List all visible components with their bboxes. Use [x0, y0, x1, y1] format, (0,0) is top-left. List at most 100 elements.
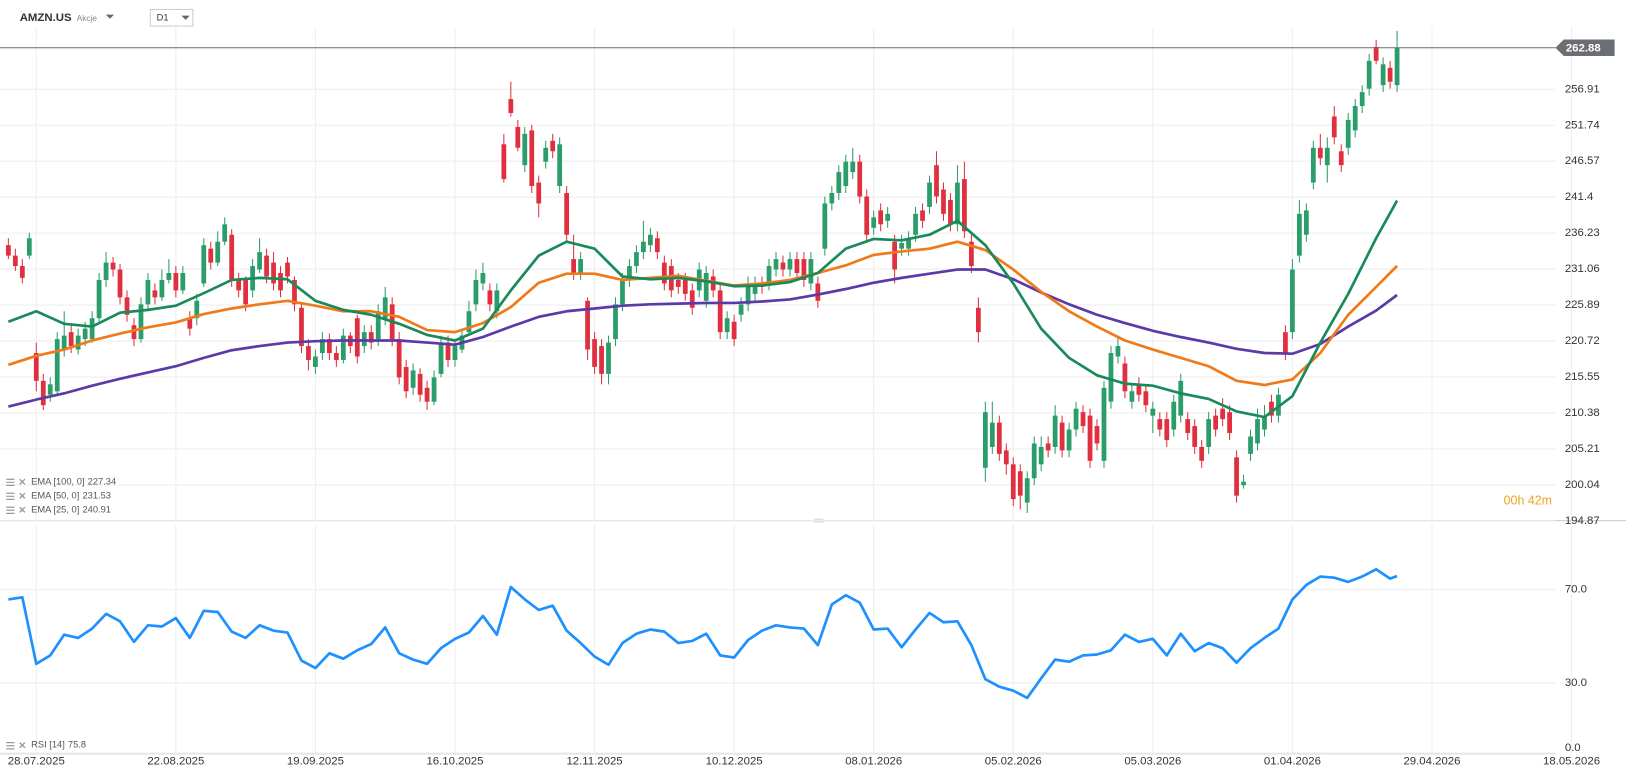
x-tick-label: 28.07.2025: [8, 755, 65, 767]
indicator-line: [8, 268, 1398, 408]
candle-body: [131, 325, 137, 340]
symbol-dropdown[interactable]: [105, 14, 115, 19]
candle-body: [1122, 363, 1128, 392]
candle-body: [1080, 412, 1086, 427]
last-price-tag: [1555, 39, 1615, 57]
candle-body: [920, 210, 925, 221]
timeframe-box[interactable]: [149, 8, 194, 27]
candle-body: [592, 339, 597, 367]
candle-body: [996, 422, 1002, 454]
candle-body: [313, 356, 318, 367]
candle-body: [815, 283, 821, 301]
candle-body: [473, 279, 479, 305]
candle-body: [33, 353, 39, 381]
legend-remove[interactable]: [19, 506, 26, 513]
candle-body: [417, 373, 423, 395]
candle-body: [1283, 332, 1288, 354]
candle-body: [264, 255, 269, 277]
candle-body: [850, 161, 856, 173]
candle-body: [962, 179, 967, 232]
candle-body: [599, 346, 604, 374]
candle-body: [326, 339, 332, 354]
y-tick-label: 256.91: [1565, 83, 1600, 95]
candle-body: [934, 165, 939, 197]
x-tick-label: 16.10.2025: [426, 755, 483, 767]
candle-body: [1024, 478, 1030, 503]
candle-body: [431, 377, 437, 402]
candle-body: [1199, 446, 1205, 461]
legend-name: RSI [14]: [31, 740, 65, 750]
candle-body: [54, 339, 60, 392]
candle-body: [571, 259, 577, 274]
candle-body: [180, 273, 186, 291]
candle-body: [906, 238, 911, 249]
legend-remove[interactable]: [19, 478, 26, 485]
candle-body: [1136, 384, 1142, 395]
candle-body: [173, 273, 179, 291]
candle-body: [1143, 391, 1149, 406]
candle-body: [110, 262, 116, 270]
countdown: 00h 42m: [1504, 493, 1552, 507]
candle-body: [187, 318, 193, 329]
indicator-line: [7, 199, 1399, 419]
candle-body: [75, 335, 81, 350]
candle-body: [885, 213, 891, 221]
candle-body: [1324, 147, 1330, 166]
candle-body: [1192, 426, 1198, 447]
candle-body: [927, 182, 932, 207]
candle-body: [1331, 116, 1337, 138]
candle-body: [96, 279, 102, 319]
candle-body: [654, 238, 660, 253]
y-tick-label: 246.57: [1565, 155, 1600, 167]
symbol[interactable]: AMZN.US: [20, 12, 72, 24]
candle-body: [1248, 436, 1253, 454]
candle-body: [82, 328, 88, 340]
candle-body: [299, 307, 304, 347]
candle-body: [340, 335, 346, 360]
labels: 28.07.2025 22.08.2025 19.09.2025 16.10.2025…: [6, 39, 1615, 767]
candle-body: [1185, 419, 1191, 434]
candle-body: [382, 297, 388, 319]
y-tick-label: 205.21: [1565, 443, 1600, 455]
candle-body: [1178, 380, 1184, 416]
timeframe[interactable]: D1: [157, 13, 169, 23]
candle-body: [1108, 353, 1114, 402]
candle-body: [620, 279, 625, 305]
x-tick-label: 08.01.2026: [845, 755, 902, 767]
candle-body: [1010, 464, 1016, 500]
candle-body: [724, 318, 730, 333]
candle-body: [1387, 67, 1393, 82]
y-tick-label: 220.72: [1565, 335, 1600, 347]
legend-remove[interactable]: [19, 492, 26, 499]
candle-body: [1310, 147, 1316, 183]
legend-value: 240.91: [82, 505, 111, 515]
candle-body: [822, 203, 828, 249]
legend-remove[interactable]: [19, 742, 26, 749]
candle-body: [89, 318, 95, 340]
candle-body: [661, 262, 667, 284]
candle-body: [975, 307, 981, 333]
timeframe-dropdown[interactable]: [181, 15, 190, 20]
candle-body: [1073, 408, 1079, 430]
candle-body: [982, 412, 988, 468]
candle-body: [1045, 443, 1051, 451]
candle-body: [257, 252, 262, 270]
candle-body: [948, 199, 953, 225]
candle-body: [47, 384, 53, 395]
candle-body: [1303, 210, 1309, 235]
candle-body: [731, 321, 737, 340]
candle-body: [396, 339, 402, 378]
candle-body: [1171, 401, 1177, 430]
candle-body: [152, 290, 158, 298]
legend-icon: [6, 741, 15, 750]
candle-body: [508, 99, 514, 113]
candle-body: [682, 279, 688, 294]
candle-body: [1338, 151, 1344, 166]
candle-body: [361, 332, 367, 347]
candle-body: [1052, 415, 1058, 447]
candle-body: [550, 140, 556, 152]
candle-body: [40, 380, 46, 406]
candle-body: [1129, 391, 1135, 402]
